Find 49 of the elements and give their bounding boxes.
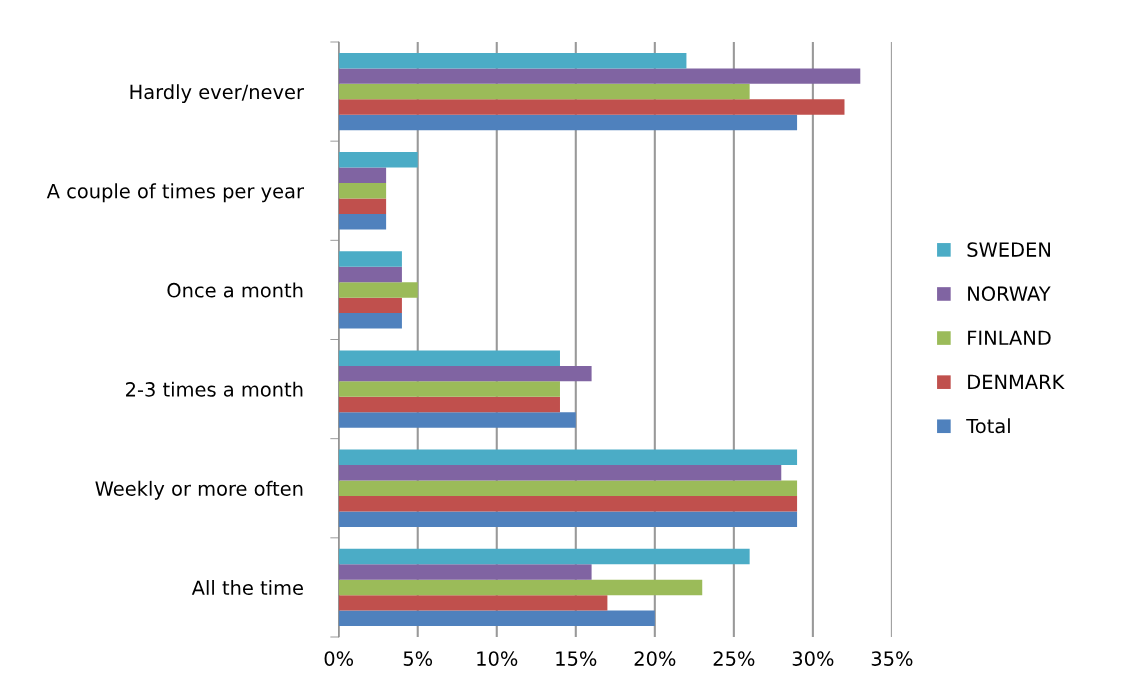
bar — [338, 396, 560, 413]
x-tick-label: 10% — [477, 651, 518, 666]
bar — [338, 183, 387, 199]
x-tick-label: 25% — [713, 651, 755, 666]
bar — [338, 297, 402, 314]
bar — [338, 198, 387, 214]
bar — [338, 251, 402, 267]
bar — [338, 610, 655, 627]
bar — [338, 579, 703, 596]
bar — [338, 83, 750, 100]
bar — [338, 99, 845, 115]
bar — [338, 114, 798, 131]
y-tick-label: Once a month — [167, 282, 303, 298]
bar — [338, 465, 782, 481]
x-tick-label: 15% — [556, 651, 597, 666]
bar — [338, 282, 418, 298]
bar — [338, 449, 798, 466]
bar — [338, 52, 687, 69]
bar — [338, 564, 592, 580]
bar — [338, 495, 798, 512]
bar — [338, 381, 560, 397]
x-tick-label: 0% — [324, 651, 354, 666]
bar — [338, 152, 418, 168]
legend-label: FINLAND — [968, 330, 1051, 345]
legend-label: SWEDEN — [967, 242, 1050, 257]
legend-label: NORWAY — [968, 286, 1051, 302]
bar — [338, 548, 750, 565]
x-tick-label: 35% — [871, 651, 913, 666]
bar — [338, 213, 387, 230]
bar — [338, 350, 560, 366]
bar — [338, 511, 798, 527]
bar — [338, 595, 608, 611]
y-tick-label: 2-3 times a month — [126, 381, 303, 397]
bar — [338, 68, 861, 84]
bar — [338, 313, 402, 329]
bar — [338, 266, 402, 283]
y-tick-label: Weekly or more often — [95, 480, 303, 500]
legend-label: Total — [966, 418, 1010, 434]
bar — [338, 167, 387, 184]
y-tick-label: Hardly ever/never — [130, 84, 304, 104]
legend-label: DENMARK — [968, 374, 1065, 389]
bar — [338, 480, 798, 496]
x-tick-label: 30% — [792, 651, 834, 666]
y-tick-label: A couple of times per year — [46, 183, 304, 203]
x-tick-label: 20% — [634, 651, 676, 666]
bar — [338, 365, 592, 382]
bar — [338, 412, 576, 428]
x-tick-label: 5% — [403, 651, 433, 666]
y-tick-label: All the time — [191, 580, 303, 596]
